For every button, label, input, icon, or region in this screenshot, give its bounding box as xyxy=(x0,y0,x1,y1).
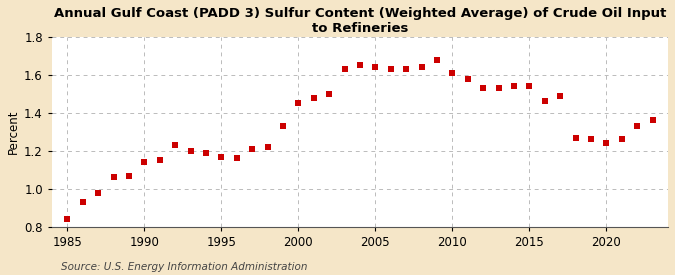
Point xyxy=(570,135,581,140)
Point xyxy=(124,173,134,178)
Point xyxy=(370,65,381,70)
Point xyxy=(462,76,473,81)
Point xyxy=(601,141,612,145)
Point xyxy=(493,86,504,90)
Point xyxy=(185,148,196,153)
Title: Annual Gulf Coast (PADD 3) Sulfur Content (Weighted Average) of Crude Oil Input : Annual Gulf Coast (PADD 3) Sulfur Conten… xyxy=(54,7,666,35)
Y-axis label: Percent: Percent xyxy=(7,109,20,154)
Point xyxy=(555,94,566,98)
Point xyxy=(354,63,365,68)
Point xyxy=(324,92,335,96)
Point xyxy=(169,143,180,147)
Point xyxy=(416,65,427,70)
Point xyxy=(92,190,103,195)
Point xyxy=(247,147,258,151)
Point xyxy=(401,67,412,72)
Point xyxy=(539,99,550,104)
Point xyxy=(293,101,304,106)
Point xyxy=(232,156,242,161)
Point xyxy=(447,71,458,75)
Point xyxy=(62,217,73,221)
Point xyxy=(478,86,489,90)
Point xyxy=(308,95,319,100)
Point xyxy=(277,124,288,128)
Point xyxy=(139,160,150,164)
Point xyxy=(385,67,396,72)
Point xyxy=(586,137,597,142)
Point xyxy=(108,175,119,180)
Point xyxy=(200,150,211,155)
Point xyxy=(339,67,350,72)
Point xyxy=(616,137,627,142)
Point xyxy=(524,84,535,89)
Point xyxy=(632,124,643,128)
Point xyxy=(216,154,227,159)
Point xyxy=(431,57,442,62)
Point xyxy=(262,145,273,149)
Point xyxy=(509,84,520,89)
Point xyxy=(78,200,88,204)
Point xyxy=(647,118,658,123)
Point xyxy=(155,158,165,163)
Text: Source: U.S. Energy Information Administration: Source: U.S. Energy Information Administ… xyxy=(61,262,307,272)
